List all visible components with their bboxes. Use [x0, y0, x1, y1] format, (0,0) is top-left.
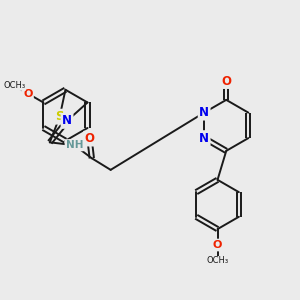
Text: N: N	[199, 132, 209, 145]
Text: N: N	[199, 106, 209, 119]
Text: N: N	[62, 114, 72, 128]
Text: O: O	[213, 240, 222, 250]
Text: OCH₃: OCH₃	[3, 81, 26, 90]
Text: O: O	[85, 132, 94, 145]
Text: O: O	[221, 74, 231, 88]
Text: S: S	[56, 110, 64, 123]
Text: O: O	[23, 88, 32, 98]
Text: H: H	[70, 140, 79, 150]
Text: NH: NH	[66, 140, 83, 150]
Text: OCH₃: OCH₃	[206, 256, 229, 266]
